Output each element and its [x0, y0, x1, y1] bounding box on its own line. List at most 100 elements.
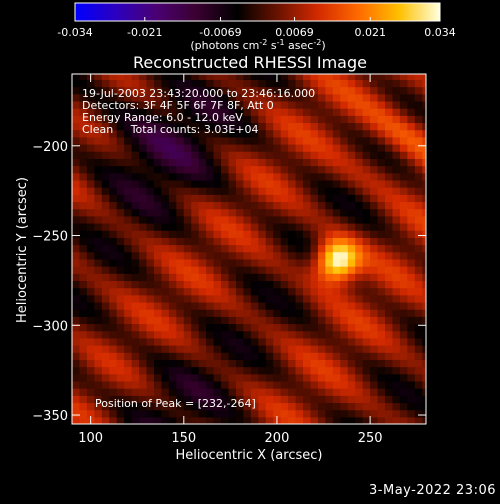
heatmap-cell — [79, 86, 88, 95]
heatmap-cell — [243, 187, 252, 195]
heatmap-cell — [325, 136, 334, 145]
heatmap-cell — [221, 366, 230, 375]
heatmap-cell — [168, 330, 177, 339]
heatmap-cell — [399, 100, 408, 109]
heatmap-cell — [295, 251, 304, 260]
heatmap-cell — [347, 409, 356, 418]
heatmap-cell — [183, 388, 192, 396]
heatmap-cell — [355, 86, 364, 95]
heatmap-cell — [407, 352, 416, 360]
heatmap-cell — [273, 388, 282, 396]
heatmap-cell — [228, 395, 237, 404]
heatmap-cell — [146, 108, 155, 116]
heatmap-cell — [332, 187, 341, 195]
heatmap-cell — [347, 93, 356, 102]
heatmap-cell — [79, 359, 88, 368]
heatmap-cell — [258, 258, 267, 267]
heatmap-cell — [206, 86, 215, 95]
heatmap-cell — [332, 100, 341, 109]
heatmap-cell — [265, 158, 274, 167]
heatmap-cell — [347, 323, 356, 332]
heatmap-cell — [213, 352, 222, 360]
heatmap-cell — [325, 208, 334, 217]
heatmap-cell — [288, 122, 297, 131]
heatmap-cell — [362, 395, 371, 404]
heatmap-cell — [303, 359, 312, 368]
heatmap-cell — [191, 359, 200, 368]
heatmap-cell — [176, 395, 185, 404]
heatmap-cell — [243, 244, 252, 253]
heatmap-cell — [131, 409, 140, 418]
heatmap-cell — [250, 309, 259, 317]
heatmap-cell — [235, 316, 245, 325]
heatmap-cell — [213, 323, 222, 332]
heatmap-cell — [191, 215, 200, 224]
heatmap-cell — [198, 100, 207, 109]
heatmap-cell — [86, 230, 95, 238]
heatmap-cell — [288, 74, 297, 80]
heatmap-cell — [243, 215, 252, 224]
heatmap-cell — [340, 301, 349, 310]
heatmap-cell — [124, 172, 133, 181]
heatmap-cell — [116, 151, 125, 159]
heatmap-cell — [228, 337, 237, 346]
heatmap-cell — [221, 244, 230, 253]
heatmap-cell — [273, 79, 282, 88]
heatmap-cell — [109, 93, 118, 102]
heatmap-cell — [407, 194, 416, 203]
heatmap-cell — [161, 201, 170, 210]
heatmap-cell — [146, 266, 155, 274]
heatmap-cell — [235, 409, 245, 418]
heatmap-cell — [385, 201, 394, 210]
heatmap-cell — [161, 172, 170, 181]
heatmap-cell — [325, 359, 334, 368]
heatmap-cell — [377, 323, 386, 332]
heatmap-cell — [243, 179, 252, 188]
heatmap-cell — [213, 330, 222, 339]
heatmap-cell — [250, 323, 259, 332]
heatmap-cell — [280, 359, 289, 368]
heatmap-cell — [198, 323, 207, 332]
heatmap-cell — [228, 380, 237, 389]
heatmap-cell — [109, 409, 118, 418]
heatmap-cell — [235, 258, 245, 267]
heatmap-cell — [325, 222, 334, 231]
heatmap-cell — [206, 93, 215, 102]
heatmap-cell — [332, 266, 341, 274]
heatmap-cell — [228, 222, 237, 231]
heatmap-cell — [355, 409, 364, 418]
heatmap-cell — [79, 301, 88, 310]
heatmap-cell — [340, 86, 349, 95]
heatmap-cell — [392, 323, 401, 332]
heatmap-cell — [258, 366, 267, 375]
heatmap-cell — [72, 366, 81, 375]
heatmap-cell — [139, 366, 148, 375]
heatmap-cell — [273, 108, 282, 116]
heatmap-cell — [355, 266, 364, 274]
heatmap-cell — [161, 122, 170, 131]
heatmap-cell — [407, 309, 416, 317]
heatmap-cell — [422, 165, 426, 174]
heatmap-cell — [243, 352, 252, 360]
heatmap-cell — [377, 287, 386, 296]
heatmap-cell — [303, 151, 312, 159]
heatmap-cell — [235, 301, 245, 310]
heatmap-cell — [407, 273, 416, 282]
heatmap-cell — [198, 294, 207, 303]
heatmap-cell — [153, 380, 163, 389]
heatmap-cell — [221, 194, 230, 203]
heatmap-cell — [273, 129, 282, 138]
heatmap-cell — [191, 201, 200, 210]
heatmap-cell — [161, 179, 170, 188]
heatmap-cell — [72, 151, 81, 159]
heatmap-cell — [422, 115, 426, 124]
heatmap-cell — [355, 201, 364, 210]
heatmap-cell — [161, 395, 170, 404]
heatmap-cell — [72, 294, 81, 303]
heatmap-cell — [265, 122, 274, 131]
heatmap-cell — [250, 366, 259, 375]
heatmap-cell — [168, 337, 177, 346]
heatmap-cell — [385, 208, 394, 217]
heatmap-cell — [206, 237, 215, 246]
heatmap-cell — [392, 273, 401, 282]
